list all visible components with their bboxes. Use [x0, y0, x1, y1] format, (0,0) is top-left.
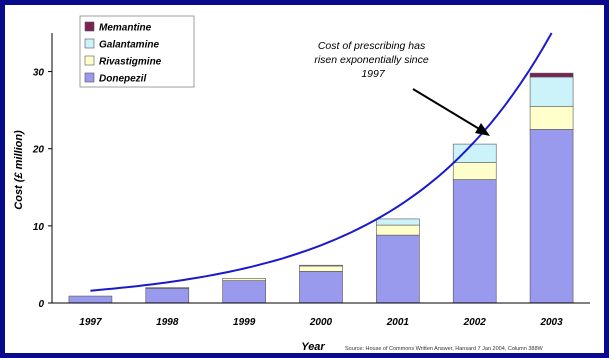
bar-segment-galantamine-2003 — [529, 76, 574, 107]
y-ticks: 0 10 20 30 — [32, 68, 52, 310]
bars-layer — [68, 72, 574, 304]
x-tick-label-1998: 1998 — [156, 317, 179, 328]
bar-segment-rivastigmine-2001 — [376, 224, 420, 236]
annotation-text: Cost of prescribing has risen exponentia… — [314, 40, 431, 80]
legend-swatch-memantine — [84, 21, 95, 32]
bar-segment-donepezil-1998 — [145, 288, 190, 304]
x-tick-label-2000: 2000 — [309, 317, 333, 328]
bar-segment-donepezil-2001 — [376, 234, 420, 304]
chart-frame: 0 10 20 30 1997 1998 1999 2000 2001 2002 2003 Cos… — [5, 5, 604, 353]
x-tick-label-1999: 1999 — [233, 317, 256, 328]
legend: Memantine Galantamine Rivastigmine Donepezi… — [79, 15, 195, 88]
bar-segment-memantine-2003 — [529, 72, 574, 78]
bar-segment-donepezil-1997 — [68, 295, 113, 304]
bar-segment-donepezil-2002 — [452, 179, 497, 304]
bar-segment-rivastigmine-1998 — [145, 287, 190, 289]
y-tick-label-0: 0 — [38, 299, 44, 310]
annotation-line-2: risen exponentially since — [314, 54, 429, 66]
bar-segment-rivastigmine-2002 — [452, 162, 497, 180]
annotation-arrow — [412, 88, 482, 131]
x-axis-title: Year — [301, 341, 325, 353]
annotation-line-1: Cost of prescribing has — [318, 40, 426, 52]
y-tick-label-20: 20 — [32, 145, 45, 156]
chart-svg: 0 10 20 30 1997 1998 1999 2000 2001 2002 2003 Cos… — [13, 15, 590, 353]
bar-segment-donepezil-2000 — [299, 271, 343, 304]
bar-segment-galantamine-2002 — [452, 143, 497, 163]
legend-label-memantine: Memantine — [99, 23, 152, 34]
legend-swatch-rivastigmine — [84, 55, 95, 66]
x-tick-label-2003: 2003 — [539, 317, 563, 328]
bar-segment-donepezil-1999 — [222, 280, 266, 304]
bar-segment-rivastigmine-2003 — [529, 105, 574, 130]
trend-curve — [90, 32, 553, 292]
bar-segment-rivastigmine-2000 — [299, 265, 343, 272]
y-axis-title: Cost (£ million) — [13, 130, 25, 210]
y-tick-label-10: 10 — [33, 222, 45, 233]
legend-label-rivastigmine: Rivastigmine — [99, 57, 162, 68]
y-tick-label-30: 30 — [33, 68, 45, 79]
x-tick-label-2001: 2001 — [386, 317, 410, 328]
legend-label-donepezil: Donepezil — [99, 74, 146, 85]
legend-swatch-galantamine — [84, 38, 95, 49]
x-tick-label-2002: 2002 — [463, 317, 487, 328]
bar-segment-galantamine-2001 — [376, 218, 420, 226]
source-note: Source: House of Commons Written Answer,… — [345, 346, 543, 352]
x-ticks: 1997 1998 1999 2000 2001 2002 2003 — [79, 317, 563, 328]
legend-box — [79, 15, 195, 88]
annotation-line-3: 1997 — [361, 68, 386, 80]
bar-segment-galantamine-2000 — [299, 264, 343, 267]
x-tick-label-1997: 1997 — [79, 317, 102, 328]
annotation-arrowhead — [475, 123, 490, 136]
legend-label-galantamine: Galantamine — [99, 40, 159, 51]
legend-swatch-donepezil — [84, 72, 95, 83]
bar-segment-donepezil-2003 — [529, 129, 574, 304]
bar-segment-rivastigmine-1999 — [222, 278, 266, 281]
